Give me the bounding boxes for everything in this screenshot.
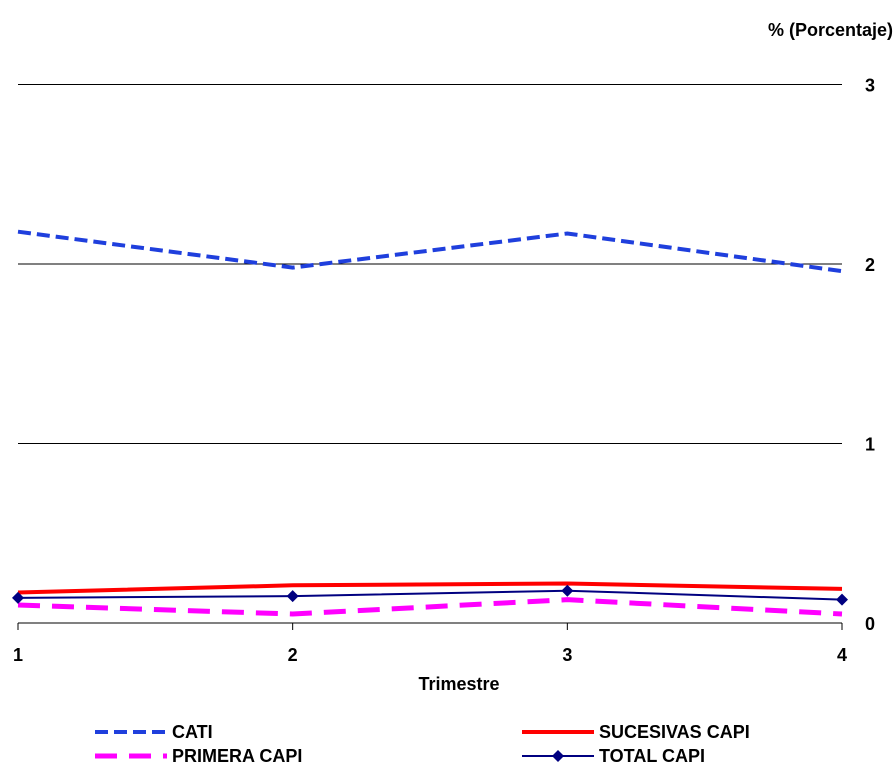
data-point-total-capi bbox=[836, 593, 848, 606]
x-axis: 1 2 3 4 bbox=[13, 622, 847, 665]
series-line-cati bbox=[17, 229, 843, 274]
y-tick-label: 3 bbox=[865, 76, 875, 96]
gridlines: 0 1 2 3 bbox=[18, 76, 875, 634]
y-tick-label: 0 bbox=[865, 614, 875, 634]
y-tick-label: 2 bbox=[865, 255, 875, 275]
series-lines bbox=[12, 229, 848, 617]
series-line-sucesivas-capi bbox=[17, 581, 843, 595]
legend-label-cati: CATI bbox=[172, 722, 213, 742]
legend: CATI SUCESIVAS CAPI PRIMERA CAPI TOTAL CAPI bbox=[95, 722, 750, 766]
data-point-total-capi bbox=[561, 584, 574, 597]
legend-label-total-capi: TOTAL CAPI bbox=[599, 746, 705, 766]
x-tick-label: 1 bbox=[13, 645, 23, 665]
series-line-primera-capi bbox=[17, 597, 843, 617]
legend-marker-total-capi bbox=[552, 750, 564, 762]
x-tick-label: 4 bbox=[837, 645, 847, 665]
legend-label-sucesivas-capi: SUCESIVAS CAPI bbox=[599, 722, 750, 742]
x-tick-label: 3 bbox=[562, 645, 572, 665]
series-line-total-capi bbox=[17, 589, 843, 601]
y-axis-unit-label: % (Porcentaje) bbox=[768, 20, 893, 40]
data-point-total-capi bbox=[286, 590, 299, 603]
x-tick-label: 2 bbox=[288, 645, 298, 665]
axis-labels: % (Porcentaje) Trimestre bbox=[418, 20, 893, 694]
data-point-total-capi bbox=[12, 591, 24, 604]
y-tick-label: 1 bbox=[865, 435, 875, 455]
legend-label-primera-capi: PRIMERA CAPI bbox=[172, 746, 302, 766]
x-axis-title: Trimestre bbox=[418, 674, 499, 694]
